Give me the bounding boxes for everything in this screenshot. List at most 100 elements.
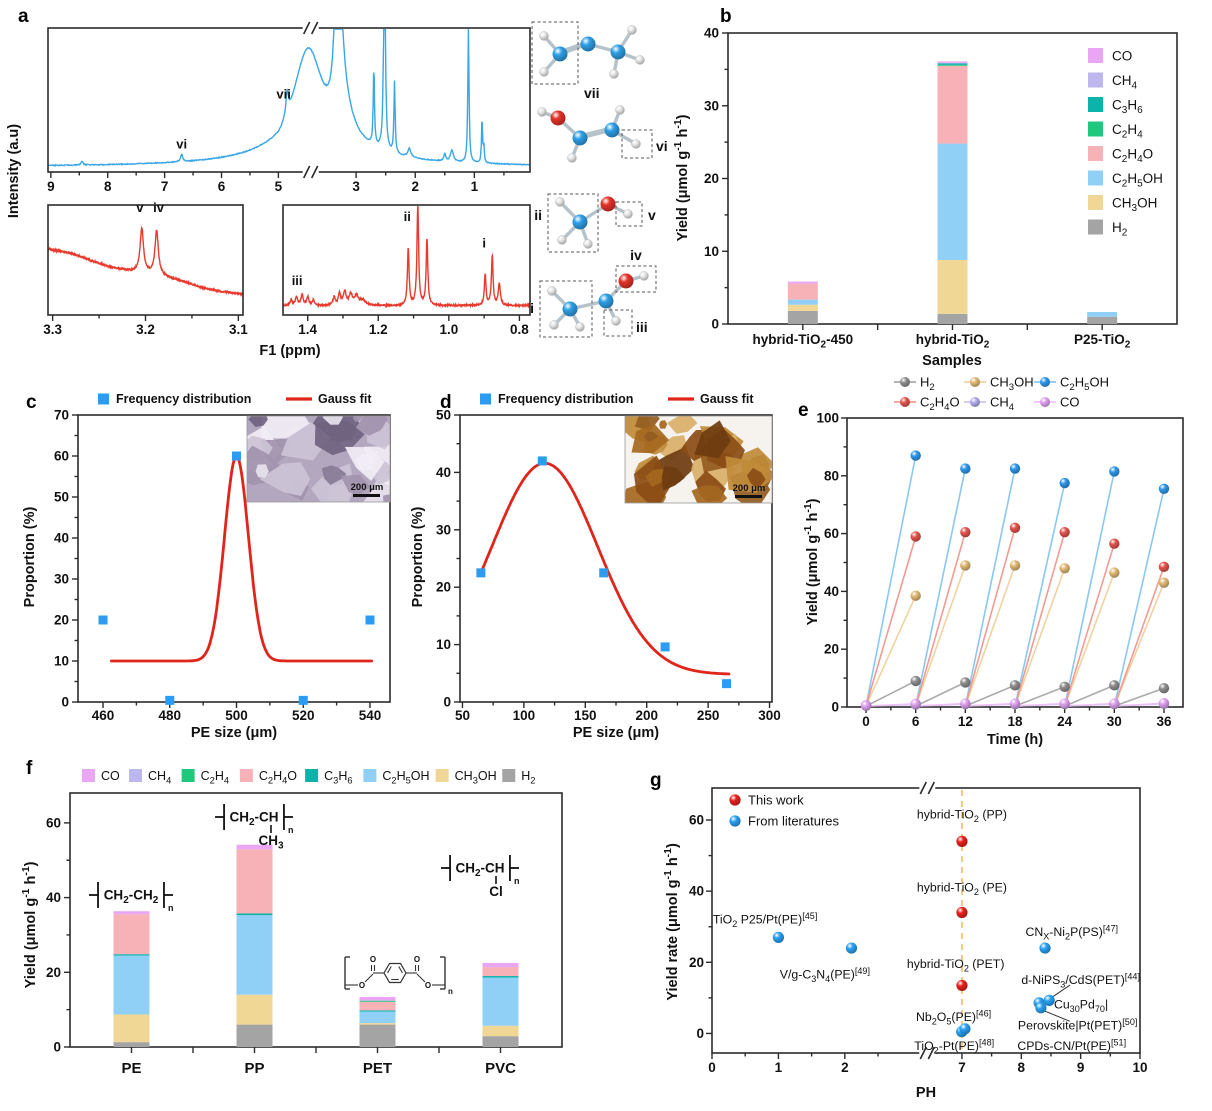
x-tick-label: 540 bbox=[359, 708, 382, 723]
cycle-point-CO bbox=[910, 698, 921, 710]
g-annotation: TiO2​ P25/Pt(PE)[45]​ bbox=[713, 911, 818, 929]
x-tick-label: 2 bbox=[841, 1060, 849, 1075]
cycle-point-CO bbox=[1109, 698, 1120, 709]
legend-label-C2H4O: C2​H4​O bbox=[920, 395, 960, 414]
bar-seg-CH3OH bbox=[113, 1014, 150, 1043]
cycle-line-CH3OH bbox=[865, 565, 1165, 707]
legend-label-C2H4: C2​H4​ bbox=[1112, 122, 1143, 141]
c-x-axis-label: PE size (μm) bbox=[190, 725, 278, 741]
assignment-box bbox=[615, 201, 643, 227]
cycle-line-C2H5OH bbox=[865, 455, 1165, 707]
legend-swatch-C3H6 bbox=[305, 769, 319, 782]
molecule-atoms bbox=[537, 25, 649, 332]
g-x-axis-label: PH bbox=[915, 1085, 937, 1101]
bar-seg-C2H5OH bbox=[359, 1011, 396, 1024]
y-tick-label: 30 bbox=[704, 98, 719, 113]
inset-scale-text: 200 μm bbox=[733, 483, 766, 494]
y-tick-label: 0 bbox=[61, 695, 69, 710]
x-tick-label: 250 bbox=[697, 708, 720, 723]
svg-text:n: n bbox=[448, 987, 453, 996]
legend-sphere-CH4 bbox=[970, 397, 980, 407]
assignment-box bbox=[539, 280, 593, 338]
polymer-substituent: Cl bbox=[489, 884, 503, 899]
atom-C bbox=[604, 122, 620, 138]
cycle-point-C2H5OH bbox=[1059, 477, 1070, 489]
y-tick-label: 70 bbox=[54, 408, 69, 423]
bar-seg-H2 bbox=[359, 1024, 396, 1047]
bar-seg-CO bbox=[236, 844, 273, 850]
atom-H bbox=[539, 31, 549, 41]
polymer-formula: CH2​-CH2​ bbox=[104, 888, 159, 907]
cycle-point-C2H4O bbox=[1059, 526, 1070, 538]
panel-c-label: c bbox=[26, 392, 37, 413]
molecule-label-v: v bbox=[648, 207, 656, 223]
atom-H bbox=[635, 55, 645, 65]
atom-C bbox=[598, 293, 614, 309]
frequency-point bbox=[537, 456, 547, 466]
g-annotation: CNX​-Ni2​P(PS)[47]​ bbox=[1025, 924, 1118, 942]
x-tick-label: 1.4 bbox=[298, 322, 317, 337]
legend-sphere-CO bbox=[1040, 397, 1050, 407]
frequency-point bbox=[599, 568, 609, 578]
cycle-point-CH3OH bbox=[910, 590, 921, 601]
assignment-box bbox=[547, 193, 599, 253]
legend-sphere-this-work bbox=[729, 794, 741, 806]
cycle-point-C2H5OH bbox=[1109, 466, 1120, 477]
cycle-point-CH3OH bbox=[960, 560, 971, 571]
cycle-point-C2H5OH bbox=[1158, 483, 1170, 495]
svg-text:O: O bbox=[359, 981, 365, 990]
cycle-point-CO bbox=[860, 700, 872, 711]
panel-g-label: g bbox=[650, 770, 662, 791]
cycling-yield-chart: 0 6 12 18 24 30 36 0 20 40 60 80 100 H2​ CH3​OH C2​H5​O… bbox=[816, 375, 1184, 729]
y-tick-label: 0 bbox=[696, 1026, 704, 1041]
pe500-distribution-chart: 460 480 500 520 540 0 10 20 30 40 50 60 70 Frequency … bbox=[54, 392, 391, 723]
panel-a-label: a bbox=[18, 6, 29, 27]
bar-seg-H2 bbox=[113, 1042, 150, 1047]
assignment-box bbox=[621, 129, 653, 159]
x-tick-label: 2 bbox=[411, 179, 419, 194]
x-tick-label: 30 bbox=[1107, 714, 1122, 729]
legend-swatch-C2H4O bbox=[239, 769, 253, 782]
legend-swatch-C2H4 bbox=[181, 769, 195, 782]
legend-label-CH3OH: CH3​OH bbox=[990, 375, 1034, 394]
bar-seg-CO bbox=[359, 996, 396, 1001]
a-x-axis-label: F1 (ppm) bbox=[259, 343, 321, 359]
y-tick-label: 0 bbox=[831, 700, 839, 715]
x-tick-label: 3.3 bbox=[43, 322, 62, 337]
category-label: PP bbox=[244, 1060, 264, 1077]
y-tick-label: 20 bbox=[54, 613, 69, 628]
x-tick-label: 7 bbox=[958, 1060, 966, 1075]
x-tick-label: 0 bbox=[862, 714, 870, 729]
legend-swatch-CH4 bbox=[1088, 72, 1103, 88]
x-tick-label: 460 bbox=[92, 708, 115, 723]
bar-seg-CH3OH bbox=[482, 1025, 519, 1037]
legend-label-CO: CO bbox=[101, 769, 120, 783]
x-tick-label: 6 bbox=[912, 714, 920, 729]
literature-point bbox=[1035, 1002, 1047, 1014]
g-annotation: Cu30​Pd70​| bbox=[1054, 997, 1108, 1014]
cycle-point-H2 bbox=[1109, 680, 1120, 691]
molecule-label-vi: vi bbox=[656, 138, 668, 154]
plot-frame bbox=[282, 204, 531, 316]
y-tick-label: 60 bbox=[824, 526, 839, 541]
bar-seg-C2H4O bbox=[359, 1001, 396, 1011]
bar-seg-CH4 bbox=[937, 62, 968, 64]
annotation-leader-line bbox=[1051, 984, 1071, 998]
this-work-point bbox=[956, 979, 968, 992]
cycle-point-C2H4O bbox=[910, 531, 921, 542]
legend-label-C2H5OH: C2​H5​OH bbox=[1060, 375, 1109, 394]
legend-label-literatures: From literatures bbox=[748, 814, 840, 829]
y-tick-label: 30 bbox=[54, 572, 69, 587]
cycle-line-H2 bbox=[865, 680, 1165, 707]
y-tick-label: 40 bbox=[689, 884, 704, 899]
y-tick-label: 30 bbox=[436, 522, 451, 537]
y-tick-label: 60 bbox=[46, 815, 61, 830]
frequency-point bbox=[232, 451, 242, 461]
atom-H bbox=[627, 25, 637, 35]
literature-point bbox=[1043, 994, 1055, 1006]
x-tick-label: 18 bbox=[1007, 714, 1023, 729]
bar-seg-CO bbox=[937, 61, 968, 63]
legend-label-CH4: CH4​ bbox=[990, 395, 1015, 414]
plot-frame bbox=[47, 27, 531, 173]
